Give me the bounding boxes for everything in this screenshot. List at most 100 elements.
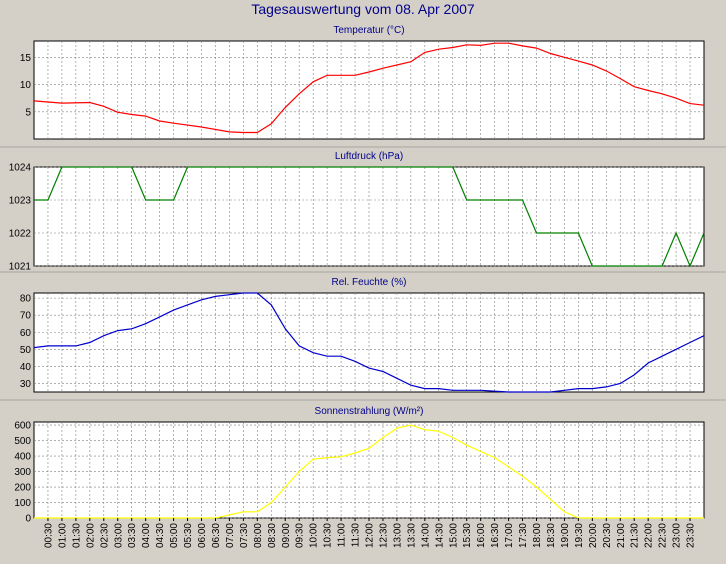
data-point xyxy=(382,371,384,373)
x-tick-label: 08:00 xyxy=(253,523,264,548)
data-point xyxy=(452,47,454,49)
data-point xyxy=(703,232,705,234)
x-tick-label: 06:00 xyxy=(197,523,208,548)
x-tick-label: 17:00 xyxy=(504,523,515,548)
data-point xyxy=(284,107,286,109)
x-tick-label: 02:00 xyxy=(85,523,96,548)
x-tick-label: 06:30 xyxy=(211,523,222,548)
data-point xyxy=(145,199,147,201)
data-point xyxy=(466,44,468,46)
data-point xyxy=(508,42,510,44)
x-tick-label: 15:00 xyxy=(448,523,459,548)
data-point xyxy=(466,199,468,201)
data-point xyxy=(131,328,133,330)
data-point xyxy=(508,199,510,201)
series-line xyxy=(34,424,704,519)
data-point xyxy=(647,362,649,364)
chart-title: Luftdruck (hPa) xyxy=(335,151,403,162)
data-point xyxy=(312,458,314,460)
data-point xyxy=(438,388,440,390)
y-tick-label: 15 xyxy=(20,53,32,64)
data-point xyxy=(675,349,677,351)
y-tick-label: 500 xyxy=(14,436,31,447)
data-point xyxy=(661,355,663,357)
data-point xyxy=(675,97,677,99)
x-tick-label: 05:00 xyxy=(169,523,180,548)
x-tick-label: 08:30 xyxy=(267,523,278,548)
x-tick-label: 12:30 xyxy=(378,523,389,548)
series-line xyxy=(34,166,705,268)
data-point xyxy=(410,424,412,426)
data-point xyxy=(536,486,538,488)
data-point xyxy=(159,120,161,122)
x-tick-label: 21:00 xyxy=(616,523,627,548)
page-title: Tagesauswertung vom 08. Apr 2007 xyxy=(251,1,475,17)
data-point xyxy=(340,355,342,357)
data-point xyxy=(33,199,35,201)
data-point xyxy=(354,360,356,362)
chart-title: Sonnenstrahlung (W/m²) xyxy=(315,406,424,417)
data-point xyxy=(661,265,663,267)
data-point xyxy=(61,345,63,347)
data-point xyxy=(117,112,119,114)
data-point xyxy=(229,514,231,516)
chart-title: Rel. Feuchte (%) xyxy=(331,277,406,288)
data-point xyxy=(145,323,147,325)
data-point xyxy=(536,232,538,234)
data-point xyxy=(592,64,594,66)
data-point xyxy=(536,47,538,49)
data-point xyxy=(396,64,398,66)
data-point xyxy=(424,429,426,431)
x-tick-label: 04:30 xyxy=(155,523,166,548)
data-point xyxy=(201,126,203,128)
y-tick-label: 70 xyxy=(20,311,32,322)
x-tick-label: 01:30 xyxy=(71,523,82,548)
x-tick-label: 12:00 xyxy=(365,523,376,548)
data-point xyxy=(326,457,328,459)
data-point xyxy=(703,335,705,337)
data-point xyxy=(522,475,524,477)
data-point xyxy=(605,70,607,72)
data-point xyxy=(173,122,175,124)
data-point xyxy=(298,345,300,347)
data-point xyxy=(131,166,133,168)
data-point xyxy=(257,511,259,513)
data-point xyxy=(494,42,496,44)
x-tick-label: 21:30 xyxy=(630,523,641,548)
data-point xyxy=(270,304,272,306)
data-point xyxy=(592,388,594,390)
data-point xyxy=(424,388,426,390)
data-point xyxy=(633,374,635,376)
data-point xyxy=(33,100,35,102)
x-tick-label: 05:30 xyxy=(183,523,194,548)
data-point xyxy=(340,75,342,77)
data-point xyxy=(257,132,259,134)
data-point xyxy=(452,437,454,439)
x-tick-label: 10:00 xyxy=(309,523,320,548)
y-tick-label: 200 xyxy=(14,483,31,494)
data-point xyxy=(312,81,314,83)
y-tick-label: 60 xyxy=(20,328,32,339)
x-tick-label: 01:00 xyxy=(57,523,68,548)
y-tick-label: 600 xyxy=(14,421,31,432)
x-tick-label: 18:30 xyxy=(546,523,557,548)
y-tick-label: 100 xyxy=(14,498,31,509)
x-tick-label: 16:30 xyxy=(490,523,501,548)
data-point xyxy=(61,166,63,168)
x-tick-label: 19:30 xyxy=(574,523,585,548)
data-point xyxy=(33,347,35,349)
x-tick-label: 07:00 xyxy=(225,523,236,548)
x-tick-label: 09:30 xyxy=(295,523,306,548)
x-tick-label: 13:00 xyxy=(392,523,403,548)
y-tick-label: 40 xyxy=(20,362,32,373)
y-tick-label: 1023 xyxy=(9,196,32,207)
data-point xyxy=(340,456,342,458)
data-point xyxy=(326,355,328,357)
data-point xyxy=(368,448,370,450)
chart-panel-2: 1021 1022 1023 1024 Luftdruck (hPa) xyxy=(9,151,705,273)
data-point xyxy=(270,502,272,504)
data-point xyxy=(410,384,412,386)
data-point xyxy=(396,427,398,429)
x-tick-label: 03:30 xyxy=(127,523,138,548)
data-point xyxy=(508,466,510,468)
